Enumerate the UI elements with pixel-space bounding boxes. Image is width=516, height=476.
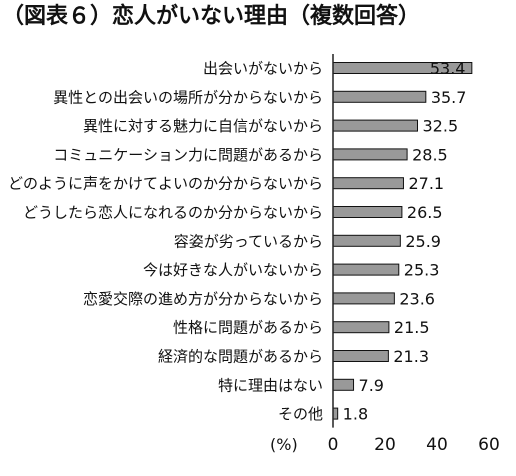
category-label-0: 出会いがないから	[203, 60, 323, 78]
unit-label: (%)	[270, 435, 298, 454]
value-label-3: 28.5	[412, 145, 448, 164]
bar-8	[332, 292, 395, 305]
bar-6	[332, 234, 401, 247]
category-label-1: 異性との出会いの場所が分からないから	[53, 88, 323, 106]
bar-3	[332, 148, 408, 161]
category-label-12: その他	[278, 405, 323, 423]
bar-9	[332, 321, 390, 334]
value-label-7: 25.3	[404, 261, 440, 280]
bar-11	[332, 378, 355, 391]
category-label-4: どのように声をかけてよいのか分からないから	[8, 175, 323, 193]
bar-4	[332, 177, 404, 190]
value-label-1: 35.7	[431, 88, 467, 107]
bar-2	[332, 119, 418, 132]
value-label-2: 32.5	[423, 117, 459, 136]
value-label-10: 21.3	[393, 347, 429, 366]
bars-layer	[332, 62, 473, 420]
value-label-4: 27.1	[408, 174, 444, 193]
category-label-10: 経済的な問題があるから	[158, 348, 323, 366]
value-label-8: 23.6	[399, 289, 435, 308]
category-label-8: 恋愛交際の進め方が分からないから	[83, 290, 323, 308]
category-label-7: 今は好きな人がいないから	[143, 261, 323, 279]
category-label-6: 容姿が劣っているから	[174, 232, 323, 250]
bar-5	[332, 206, 403, 218]
category-label-3: コミュニケーション力に問題があるから	[53, 146, 323, 164]
category-label-9: 性格に問題があるから	[173, 319, 323, 337]
value-label-12: 1.8	[343, 405, 368, 424]
chart-title: （図表６）恋人がいない理由（複数回答）	[2, 4, 421, 29]
category-label-2: 異性に対する魅力に自信がないから	[83, 117, 323, 135]
value-label-11: 7.9	[359, 376, 384, 395]
x-tick-label-2: 40	[426, 435, 448, 455]
value-label-5: 26.5	[407, 203, 443, 222]
labels-layer: 出会いがないから 53.4 異性との出会いの場所が分からないから 35.7 異性に対する…	[8, 59, 466, 424]
x-tick-label-3: 60	[478, 435, 500, 455]
x-tick-label-1: 20	[374, 435, 396, 455]
bar-10	[332, 350, 389, 362]
category-label-11: 特に理由はない	[218, 376, 323, 394]
bar-1	[332, 90, 427, 103]
axis-layer: 0 20 40 60 (%)	[270, 54, 500, 455]
value-label-6: 25.9	[405, 232, 441, 251]
bar-7	[332, 263, 400, 276]
value-label-0: 53.4	[430, 59, 466, 78]
category-label-5: どうしたら恋人になれるのか分からないから	[23, 204, 323, 222]
value-label-9: 21.5	[394, 318, 430, 337]
x-tick-label-0: 0	[328, 435, 339, 455]
